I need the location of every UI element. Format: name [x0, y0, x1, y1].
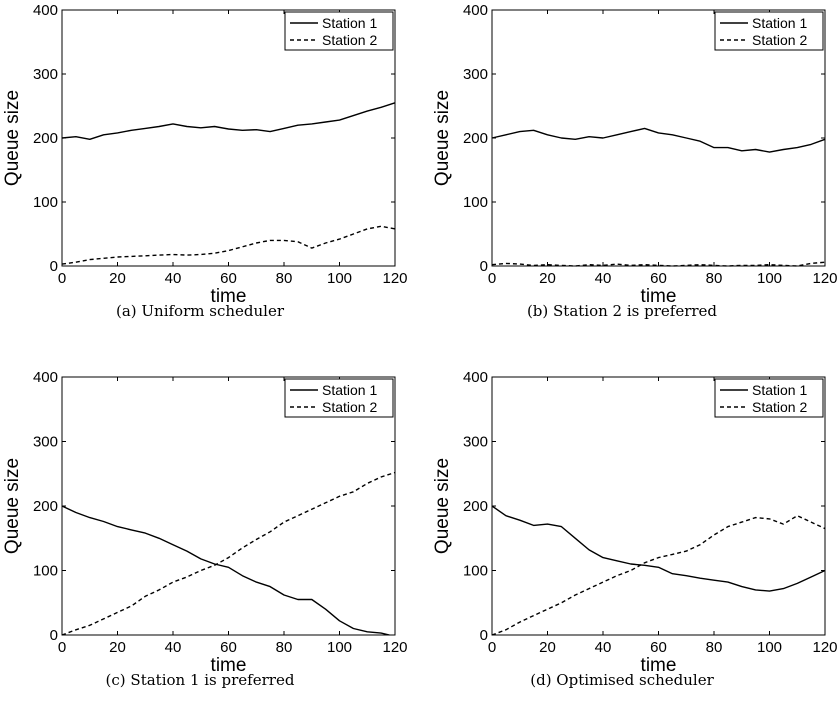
chart-caption: (a) Uniform scheduler: [116, 302, 285, 320]
y-tick-label: 100: [463, 563, 488, 580]
y-tick-label: 300: [33, 66, 58, 83]
y-tick-label: 400: [463, 2, 488, 19]
x-tick-label: 20: [539, 639, 556, 656]
y-tick-label: 200: [33, 498, 58, 515]
chart-panel-3: 0 20 40 60 80 100 120 0 100 200 300 400 time Queue si…: [432, 369, 837, 689]
y-tick-label: 300: [463, 66, 488, 83]
legend-label-2: Station 2: [322, 32, 377, 48]
y-tick-label: 200: [463, 130, 488, 147]
chart-caption: (c) Station 1 is preferred: [106, 671, 295, 689]
legend-label-1: Station 1: [752, 382, 807, 398]
y-axis-label: Queue size: [2, 458, 23, 554]
legend-label-1: Station 1: [322, 15, 377, 31]
x-tick-label: 60: [220, 639, 237, 656]
y-tick-label: 0: [480, 258, 488, 275]
series-line-1: [491, 127, 826, 153]
x-tick-label: 100: [757, 270, 782, 287]
series-line-1: [61, 505, 390, 636]
y-tick-label: 100: [33, 563, 58, 580]
x-tick-label: 20: [539, 270, 556, 287]
y-tick-label: 300: [463, 434, 488, 451]
x-tick-label: 40: [595, 639, 612, 656]
y-tick-label: 100: [463, 194, 488, 211]
x-tick-label: 120: [812, 639, 837, 656]
x-axis-label: time: [211, 655, 247, 676]
y-tick-label: 0: [50, 627, 58, 644]
x-axis-label: time: [641, 286, 677, 307]
legend-box: [714, 11, 824, 51]
x-tick-label: 0: [58, 639, 66, 656]
series-line-1: [491, 505, 826, 592]
y-axis-label: Queue size: [432, 90, 453, 186]
x-tick-label: 100: [327, 270, 352, 287]
x-tick-label: 60: [220, 270, 237, 287]
x-tick-label: 20: [109, 270, 126, 287]
legend-box: [284, 378, 394, 418]
y-tick-label: 200: [33, 130, 58, 147]
x-tick-label: 60: [650, 639, 667, 656]
y-tick-label: 100: [33, 194, 58, 211]
chart-panel-1: 0 20 40 60 80 100 120 0 100 200 300 400 time Queue si…: [432, 2, 837, 320]
chart-panel-2: 0 20 40 60 80 100 120 0 100 200 300 400 time Queue si…: [2, 369, 408, 689]
x-tick-label: 100: [757, 639, 782, 656]
x-tick-label: 20: [109, 639, 126, 656]
y-tick-label: 0: [480, 627, 488, 644]
chart-caption: (d) Optimised scheduler: [530, 671, 714, 689]
x-tick-label: 120: [382, 639, 407, 656]
chart-caption: (b) Station 2 is preferred: [527, 302, 717, 320]
legend-label-2: Station 2: [752, 32, 807, 48]
x-tick-label: 80: [706, 270, 723, 287]
x-tick-label: 40: [165, 270, 182, 287]
y-tick-label: 300: [33, 434, 58, 451]
series-line-2: [491, 515, 826, 636]
x-tick-label: 80: [276, 639, 293, 656]
y-axis-label: Queue size: [432, 458, 453, 554]
y-tick-label: 200: [463, 498, 488, 515]
x-tick-label: 120: [382, 270, 407, 287]
x-tick-label: 80: [706, 639, 723, 656]
legend-label-1: Station 1: [752, 15, 807, 31]
y-tick-label: 0: [50, 258, 58, 275]
x-tick-label: 80: [276, 270, 293, 287]
x-tick-label: 40: [165, 639, 182, 656]
y-tick-label: 400: [463, 369, 488, 386]
x-tick-label: 0: [58, 270, 66, 287]
chart-panel-0: 0 20 40 60 80 100 120 0 100 200 300 400 time Queue si…: [2, 2, 408, 320]
legend-label-2: Station 2: [752, 399, 807, 415]
y-tick-label: 400: [33, 369, 58, 386]
x-axis-label: time: [211, 286, 247, 307]
x-axis-label: time: [641, 655, 677, 676]
x-tick-label: 40: [595, 270, 612, 287]
x-tick-label: 0: [488, 639, 496, 656]
legend-label-2: Station 2: [322, 399, 377, 415]
x-tick-label: 100: [327, 639, 352, 656]
x-tick-label: 0: [488, 270, 496, 287]
legend-label-1: Station 1: [322, 382, 377, 398]
legend-box: [284, 11, 394, 51]
x-tick-label: 60: [650, 270, 667, 287]
legend-box: [714, 378, 824, 418]
series-line-1: [61, 102, 396, 141]
x-tick-label: 120: [812, 270, 837, 287]
y-tick-label: 400: [33, 2, 58, 19]
series-line-2: [61, 225, 396, 265]
series-line-2: [61, 471, 396, 636]
y-axis-label: Queue size: [2, 90, 23, 186]
